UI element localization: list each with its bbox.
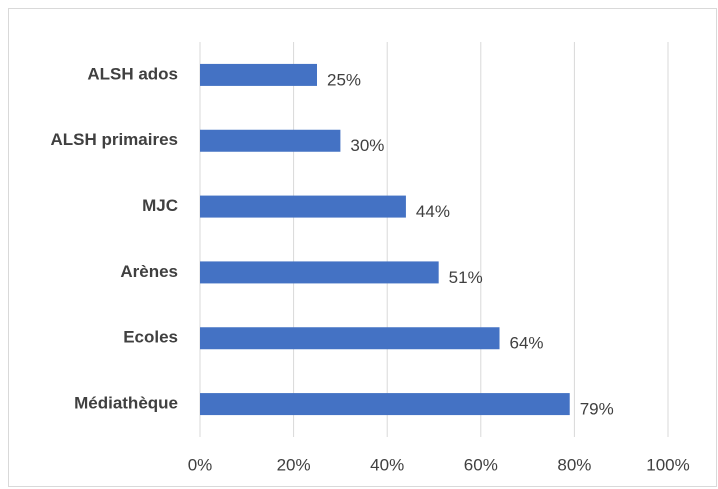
chart-frame (8, 8, 717, 487)
data-label: 25% (327, 70, 361, 89)
bar (200, 129, 341, 152)
y-tick-label: Médiathèque (74, 394, 178, 413)
x-tick-label: 0% (188, 455, 213, 474)
y-tick-label: Arènes (120, 262, 178, 281)
x-tick-label: 60% (464, 455, 498, 474)
data-label: 79% (580, 400, 614, 419)
y-tick-label: MJC (142, 196, 178, 215)
data-label: 51% (449, 268, 483, 287)
x-tick-label: 20% (277, 455, 311, 474)
data-label: 64% (510, 334, 544, 353)
bar (200, 63, 317, 86)
bar (200, 393, 570, 416)
data-label: 30% (350, 136, 384, 155)
bar (200, 261, 439, 284)
x-tick-label: 100% (646, 455, 689, 474)
y-tick-label: Ecoles (123, 328, 178, 347)
x-tick-label: 80% (557, 455, 591, 474)
y-tick-label: ALSH ados (87, 64, 178, 83)
x-tick-label: 40% (370, 455, 404, 474)
bar (200, 327, 500, 350)
data-label: 44% (416, 202, 450, 221)
bar (200, 195, 406, 218)
y-tick-label: ALSH primaires (50, 130, 178, 149)
